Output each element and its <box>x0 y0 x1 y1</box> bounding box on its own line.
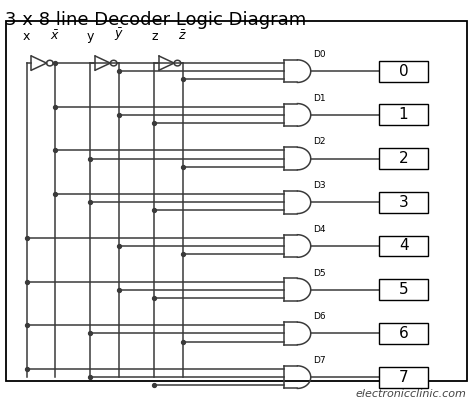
Text: $\bar{z}$: $\bar{z}$ <box>178 29 187 43</box>
Bar <box>6 21 467 381</box>
Text: D3: D3 <box>313 181 326 190</box>
Text: electronicclinic.com: electronicclinic.com <box>356 389 466 399</box>
Text: D0: D0 <box>313 50 326 59</box>
Text: 0: 0 <box>399 64 409 79</box>
Bar <box>379 61 428 82</box>
Text: 1: 1 <box>399 107 409 122</box>
Text: 7: 7 <box>399 370 409 385</box>
Text: 4: 4 <box>399 238 409 253</box>
Bar <box>379 367 428 387</box>
Text: $\bar{y}$: $\bar{y}$ <box>114 26 124 43</box>
Bar <box>379 236 428 257</box>
Text: 5: 5 <box>399 282 409 297</box>
Bar <box>379 105 428 125</box>
Text: D7: D7 <box>313 356 326 365</box>
Text: 3: 3 <box>399 195 409 210</box>
Text: 6: 6 <box>399 326 409 341</box>
Text: D2: D2 <box>313 137 326 147</box>
Bar <box>379 323 428 344</box>
Bar <box>379 148 428 169</box>
Text: D5: D5 <box>313 269 326 278</box>
Text: 3 x 8 line Decoder Logic Diagram: 3 x 8 line Decoder Logic Diagram <box>5 11 307 29</box>
Text: z: z <box>151 30 157 43</box>
Text: x: x <box>23 30 30 43</box>
Text: D4: D4 <box>313 225 326 234</box>
Bar <box>379 279 428 300</box>
Text: 2: 2 <box>399 151 409 166</box>
Text: D6: D6 <box>313 312 326 321</box>
Text: y: y <box>87 30 94 43</box>
Text: D1: D1 <box>313 94 326 103</box>
Bar <box>379 192 428 213</box>
Text: $\bar{x}$: $\bar{x}$ <box>50 29 60 43</box>
